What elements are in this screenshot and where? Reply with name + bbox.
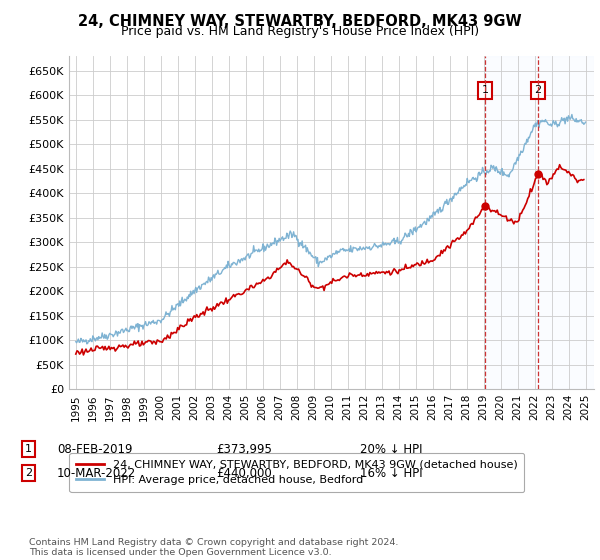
Legend: 24, CHIMNEY WAY, STEWARTBY, BEDFORD, MK43 9GW (detached house), HPI: Average pri: 24, CHIMNEY WAY, STEWARTBY, BEDFORD, MK4…: [70, 453, 524, 492]
Text: Contains HM Land Registry data © Crown copyright and database right 2024.
This d: Contains HM Land Registry data © Crown c…: [29, 538, 398, 557]
Text: 1: 1: [482, 85, 489, 95]
Text: £440,000: £440,000: [216, 466, 272, 480]
Text: £373,995: £373,995: [216, 442, 272, 456]
Text: 2: 2: [25, 468, 32, 478]
Text: Price paid vs. HM Land Registry's House Price Index (HPI): Price paid vs. HM Land Registry's House …: [121, 25, 479, 38]
Text: 16% ↓ HPI: 16% ↓ HPI: [360, 466, 422, 480]
Text: 24, CHIMNEY WAY, STEWARTBY, BEDFORD, MK43 9GW: 24, CHIMNEY WAY, STEWARTBY, BEDFORD, MK4…: [78, 14, 522, 29]
Text: 1: 1: [25, 444, 32, 454]
Text: 10-MAR-2022: 10-MAR-2022: [57, 466, 136, 480]
Text: 08-FEB-2019: 08-FEB-2019: [57, 442, 133, 456]
Bar: [485, 56, 594, 389]
Text: 20% ↓ HPI: 20% ↓ HPI: [360, 442, 422, 456]
Text: 2: 2: [535, 85, 541, 95]
